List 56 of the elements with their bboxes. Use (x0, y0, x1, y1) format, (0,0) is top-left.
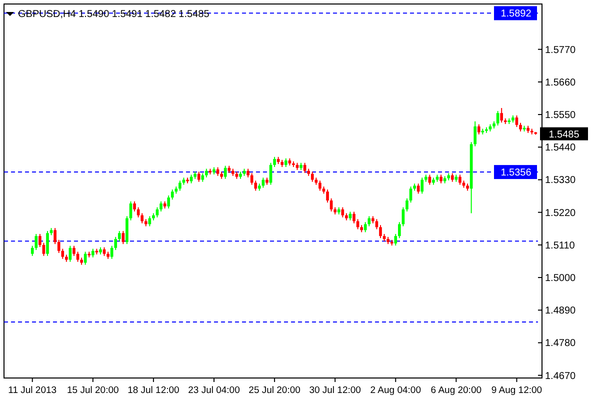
candlestick (118, 230, 121, 242)
candlestick (303, 162, 306, 174)
candlestick (375, 218, 378, 230)
candlestick (167, 194, 170, 209)
candlestick (477, 124, 480, 135)
candlestick (458, 174, 462, 186)
y-tick-label: 1.4890 (545, 306, 576, 317)
candlestick (500, 108, 503, 124)
x-tick-label: 18 Jul 12:00 (128, 385, 180, 396)
y-tick-label: 1.5330 (545, 175, 576, 186)
candlestick (84, 251, 87, 266)
candlestick (352, 211, 356, 224)
candlestick (76, 251, 80, 262)
candlestick (160, 200, 162, 212)
x-tick-label: 11 Jul 2013 (8, 385, 57, 396)
candlestick (224, 165, 227, 180)
text: 1.5485 (548, 129, 580, 140)
y-tick-label: 1.5660 (545, 77, 576, 88)
ref-line-label: 1.5892 (500, 8, 532, 20)
y-tick-label: 1.5770 (545, 44, 576, 56)
candlestick (133, 200, 136, 212)
candlestick (148, 216, 152, 227)
x-tick-label: 2 Aug 04:00 (370, 385, 421, 396)
candlestick (197, 171, 200, 182)
candlestick (420, 177, 424, 194)
candlestick (46, 230, 49, 256)
y-tick-label: 1.4670 (545, 370, 576, 382)
y-tick-label: 1.5550 (545, 110, 576, 122)
candlestick (341, 206, 344, 218)
candlestick (178, 180, 182, 192)
y-tick-label: 1.5440 (545, 142, 576, 154)
x-tick-label: 30 Jul 12:00 (309, 385, 361, 396)
y-tick-label: 1.4780 (545, 338, 576, 350)
candlestick (170, 189, 174, 200)
candlestick (310, 171, 314, 182)
candlestick (394, 233, 398, 246)
x-tick-label: 25 Jul 20:00 (248, 385, 300, 396)
candlestick (406, 198, 408, 212)
candlestick (318, 180, 322, 192)
candlestick (416, 183, 420, 194)
candlestick (72, 245, 76, 256)
y-tick-label: 1.5000 (545, 273, 576, 284)
x-tick-label: 23 Jul 04:00 (188, 385, 240, 396)
candlestick (54, 228, 56, 245)
y-tick-label: 1.5110 (545, 240, 576, 252)
x-tick-label: 9 Aug 12:00 (491, 385, 542, 396)
candlestick (326, 189, 329, 204)
candlestick (156, 206, 159, 218)
x-tick-label: 6 Aug 20:00 (430, 385, 482, 396)
candlestick (262, 177, 265, 188)
candlestick (379, 224, 382, 239)
candlestick (356, 218, 360, 230)
x-tick-label: 15 Jul 20:00 (67, 385, 119, 396)
y-tick-label: 1.5220 (545, 208, 576, 219)
ref-line-label: 1.5356 (500, 168, 532, 179)
candlestick (136, 206, 140, 218)
